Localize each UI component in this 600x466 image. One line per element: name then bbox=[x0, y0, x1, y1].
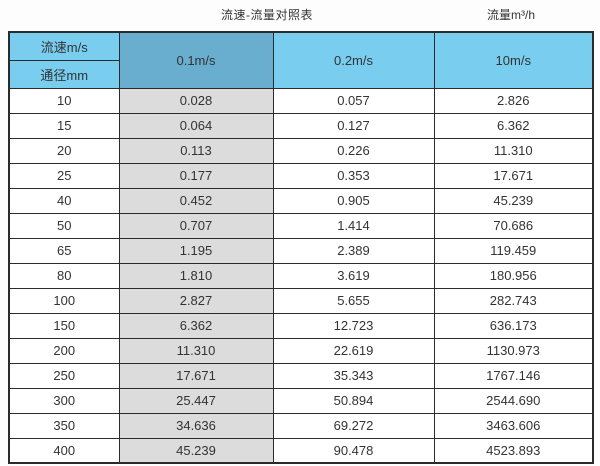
flow-value-cell: 1.195 bbox=[118, 237, 274, 264]
table-row: 65 1.195 2.389 119.459 bbox=[8, 237, 594, 264]
flow-value-cell: 0.353 bbox=[272, 162, 435, 189]
flow-value-cell: 70.686 bbox=[433, 212, 594, 239]
column-header-0-1ms: 0.1m/s bbox=[118, 31, 274, 89]
flow-value-cell: 69.272 bbox=[272, 412, 435, 439]
flow-value-cell: 11.310 bbox=[433, 137, 594, 164]
flow-value-cell: 2.827 bbox=[118, 287, 274, 314]
flow-value-cell: 50.894 bbox=[272, 387, 435, 414]
diameter-cell: 300 bbox=[8, 387, 120, 414]
flow-value-cell: 2.826 bbox=[433, 87, 594, 114]
flow-value-cell: 34.636 bbox=[118, 412, 274, 439]
flow-value-cell: 90.478 bbox=[272, 437, 435, 464]
flow-unit-label: 流量m³/h bbox=[487, 8, 536, 22]
flow-value-cell: 5.655 bbox=[272, 287, 435, 314]
table-row: 200 11.310 22.619 1130.973 bbox=[8, 337, 594, 364]
diameter-cell: 40 bbox=[8, 187, 120, 214]
flow-value-cell: 1767.146 bbox=[433, 362, 594, 389]
flow-value-cell: 45.239 bbox=[118, 437, 274, 464]
table-row: 250 17.671 35.343 1767.146 bbox=[8, 362, 594, 389]
table-row: 350 34.636 69.272 3463.606 bbox=[8, 412, 594, 439]
table-row: 10 0.028 0.057 2.826 bbox=[8, 87, 594, 114]
flow-value-cell: 0.113 bbox=[118, 137, 274, 164]
column-header-10ms: 10m/s bbox=[433, 31, 594, 89]
diameter-cell: 15 bbox=[8, 112, 120, 139]
flow-rate-table: 流速m/s 0.1m/s 0.2m/s 10m/s 通径mm 10 0.028 … bbox=[8, 31, 594, 464]
table-row: 15 0.064 0.127 6.362 bbox=[8, 112, 594, 139]
flow-value-cell: 12.723 bbox=[272, 312, 435, 339]
page-title: 流速-流量对照表 bbox=[221, 8, 313, 22]
diameter-cell: 200 bbox=[8, 337, 120, 364]
table-row: 40 0.452 0.905 45.239 bbox=[8, 187, 594, 214]
table-row: 100 2.827 5.655 282.743 bbox=[8, 287, 594, 314]
flow-value-cell: 6.362 bbox=[433, 112, 594, 139]
flow-value-cell: 4523.893 bbox=[433, 437, 594, 464]
flow-value-cell: 0.226 bbox=[272, 137, 435, 164]
header-row-velocity: 流速m/s 0.1m/s 0.2m/s 10m/s bbox=[8, 31, 594, 89]
flow-value-cell: 0.707 bbox=[118, 212, 274, 239]
flow-value-cell: 2544.690 bbox=[433, 387, 594, 414]
table-row: 400 45.239 90.478 4523.893 bbox=[8, 437, 594, 464]
flow-value-cell: 3463.606 bbox=[433, 412, 594, 439]
flow-value-cell: 180.956 bbox=[433, 262, 594, 289]
flow-value-cell: 6.362 bbox=[118, 312, 274, 339]
column-header-0-2ms: 0.2m/s bbox=[272, 31, 435, 89]
table-row: 20 0.113 0.226 11.310 bbox=[8, 137, 594, 164]
flow-value-cell: 0.127 bbox=[272, 112, 435, 139]
flow-value-cell: 35.343 bbox=[272, 362, 435, 389]
flow-value-cell: 3.619 bbox=[272, 262, 435, 289]
table-body: 10 0.028 0.057 2.826 15 0.064 0.127 6.36… bbox=[8, 87, 594, 464]
flow-value-cell: 11.310 bbox=[118, 337, 274, 364]
table-row: 150 6.362 12.723 636.173 bbox=[8, 312, 594, 339]
diameter-cell: 20 bbox=[8, 137, 120, 164]
flow-value-cell: 0.057 bbox=[272, 87, 435, 114]
flow-value-cell: 0.177 bbox=[118, 162, 274, 189]
diameter-unit-header: 通径mm bbox=[8, 59, 120, 89]
table-row: 300 25.447 50.894 2544.690 bbox=[8, 387, 594, 414]
flow-value-cell: 45.239 bbox=[433, 187, 594, 214]
flow-value-cell: 0.064 bbox=[118, 112, 274, 139]
flow-value-cell: 25.447 bbox=[118, 387, 274, 414]
diameter-cell: 25 bbox=[8, 162, 120, 189]
flow-value-cell: 282.743 bbox=[433, 287, 594, 314]
diameter-cell: 100 bbox=[8, 287, 120, 314]
table-row: 80 1.810 3.619 180.956 bbox=[8, 262, 594, 289]
flow-value-cell: 22.619 bbox=[272, 337, 435, 364]
flow-value-cell: 0.905 bbox=[272, 187, 435, 214]
flow-value-cell: 1.810 bbox=[118, 262, 274, 289]
diameter-cell: 400 bbox=[8, 437, 120, 464]
table-header: 流速m/s 0.1m/s 0.2m/s 10m/s 通径mm bbox=[8, 31, 594, 89]
table-row: 25 0.177 0.353 17.671 bbox=[8, 162, 594, 189]
diameter-cell: 65 bbox=[8, 237, 120, 264]
flow-value-cell: 2.389 bbox=[272, 237, 435, 264]
caption-row: 流速-流量对照表 流量m³/h bbox=[0, 6, 600, 28]
flow-value-cell: 1130.973 bbox=[433, 337, 594, 364]
table-row: 50 0.707 1.414 70.686 bbox=[8, 212, 594, 239]
diameter-cell: 80 bbox=[8, 262, 120, 289]
diameter-cell: 350 bbox=[8, 412, 120, 439]
flow-value-cell: 0.452 bbox=[118, 187, 274, 214]
flow-value-cell: 636.173 bbox=[433, 312, 594, 339]
flow-value-cell: 0.028 bbox=[118, 87, 274, 114]
flow-value-cell: 17.671 bbox=[118, 362, 274, 389]
flow-value-cell: 17.671 bbox=[433, 162, 594, 189]
header-row-diameter: 通径mm bbox=[8, 59, 593, 89]
flow-value-cell: 119.459 bbox=[433, 237, 594, 264]
diameter-cell: 50 bbox=[8, 212, 120, 239]
velocity-unit-header: 流速m/s bbox=[8, 31, 120, 61]
flow-value-cell: 1.414 bbox=[272, 212, 435, 239]
diameter-cell: 150 bbox=[8, 312, 120, 339]
diameter-cell: 250 bbox=[8, 362, 120, 389]
diameter-cell: 10 bbox=[8, 87, 120, 114]
